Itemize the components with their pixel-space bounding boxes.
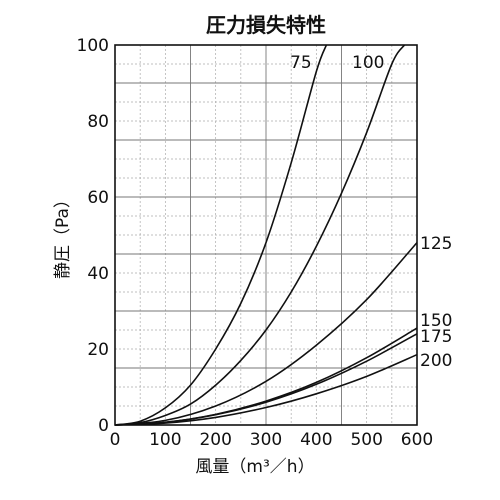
curves [114, 44, 418, 426]
series-line-100 [114, 44, 406, 426]
x-tick-label: 500 [350, 430, 382, 450]
y-tick-label: 80 [87, 112, 109, 132]
grid [115, 45, 417, 425]
x-tick-label: 200 [199, 430, 231, 450]
curve-label-150: 150 [420, 311, 452, 331]
series-line-75 [114, 44, 328, 426]
series-line-200 [114, 353, 418, 426]
y-tick-label: 0 [98, 416, 109, 436]
chart-title: 圧力損失特性 [206, 13, 326, 37]
x-tick-label: 400 [300, 430, 332, 450]
y-tick-labels: 0 20 40 60 80 100 [77, 36, 109, 436]
x-tick-label: 600 [401, 430, 433, 450]
y-tick-label: 20 [87, 340, 109, 360]
curve-label-175: 175 [420, 327, 452, 347]
y-tick-label: 100 [77, 36, 109, 56]
curve-label-100: 100 [352, 53, 384, 73]
plot-frame [114, 44, 418, 426]
x-tick-label: 100 [149, 430, 181, 450]
curve-label-75: 75 [290, 53, 312, 73]
x-tick-label: 0 [110, 430, 121, 450]
y-axis-label: 静圧（Pa） [53, 191, 73, 279]
x-tick-labels: 0 100 200 300 400 500 600 [110, 430, 434, 450]
x-tick-label: 300 [250, 430, 282, 450]
curve-label-200: 200 [420, 351, 452, 371]
series-line-125 [114, 242, 418, 426]
curve-label-125: 125 [420, 234, 452, 254]
x-axis-label: 風量（m³／h） [195, 457, 314, 477]
y-tick-label: 40 [87, 264, 109, 284]
y-tick-label: 60 [87, 188, 109, 208]
